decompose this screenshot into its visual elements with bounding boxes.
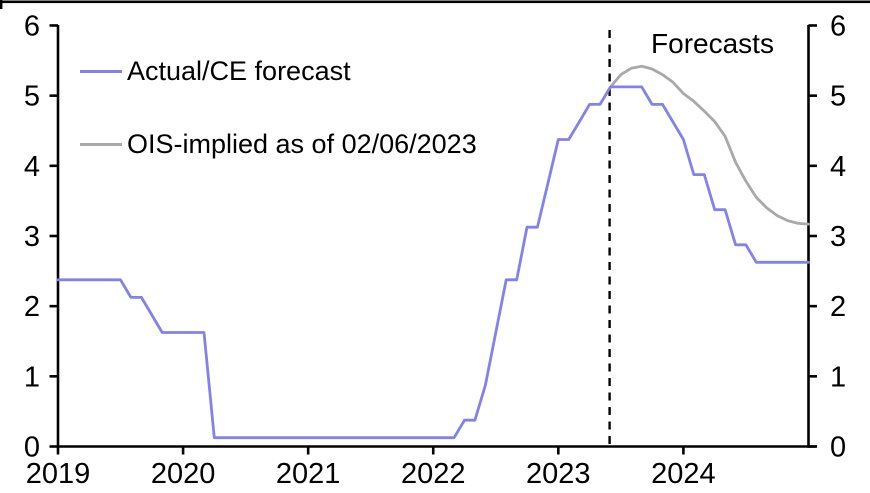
left-border-stub: [0, 0, 3, 9]
y-tick-label-right: 3: [830, 221, 846, 253]
series-line-actual-ce-forecast: [56, 85, 810, 440]
legend-label-ois: OIS-implied as of 02/06/2023: [127, 129, 477, 159]
x-tick-label: 2020: [151, 458, 216, 490]
legend-swatch-actual-ce: [80, 69, 122, 73]
legend-swatch-ois: [80, 142, 122, 146]
top-border: [0, 0, 870, 4]
x-tick-label: 2021: [276, 458, 341, 490]
y-tick-label-left: 0: [24, 432, 40, 464]
x-tick-label: 2019: [26, 458, 91, 490]
y-tick-label-right: 5: [830, 81, 846, 113]
y-tick-label-right: 6: [830, 10, 846, 42]
x-tick-label: 2023: [526, 458, 591, 490]
x-tick-label: 2024: [651, 458, 716, 490]
legend-item-ois: OIS-implied as of 02/06/2023: [80, 129, 477, 159]
y-tick-label-left: 3: [24, 221, 40, 253]
y-tick-label-left: 6: [24, 10, 40, 42]
y-tick-label-right: 4: [830, 151, 846, 183]
y-tick-label-right: 0: [830, 432, 846, 464]
y-tick-label-right: 1: [830, 361, 846, 393]
x-tick-label: 2022: [401, 458, 466, 490]
legend-item-actual-ce: Actual/CE forecast: [80, 56, 351, 86]
y-tick-label-left: 2: [24, 291, 40, 323]
y-tick-label-left: 1: [24, 361, 40, 393]
forecasts-annotation: Forecasts: [651, 28, 774, 59]
y-tick-label-right: 2: [830, 291, 846, 323]
legend-label-actual-ce: Actual/CE forecast: [127, 56, 351, 86]
y-tick-label-left: 4: [24, 151, 40, 183]
y-tick-label-left: 5: [24, 81, 40, 113]
series-line-ois-implied: [609, 64, 810, 226]
